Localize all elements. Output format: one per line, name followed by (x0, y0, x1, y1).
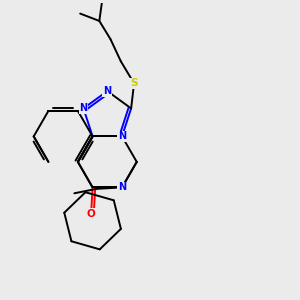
Text: O: O (87, 209, 95, 219)
Text: S: S (130, 78, 138, 88)
Text: N: N (118, 182, 126, 192)
Text: N: N (103, 86, 111, 96)
Text: N: N (118, 131, 126, 141)
Text: N: N (80, 103, 88, 113)
